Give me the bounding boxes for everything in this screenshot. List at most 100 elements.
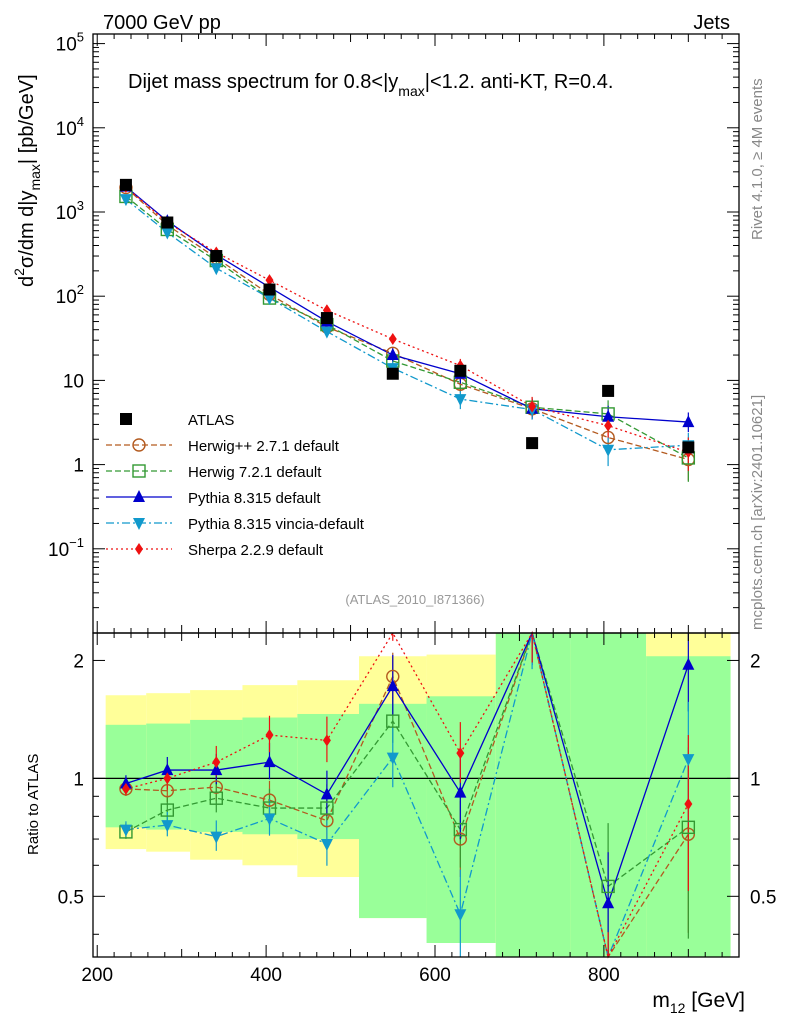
ratio-point: [121, 782, 130, 795]
main-point: [320, 326, 333, 339]
data-point: [526, 437, 539, 450]
legend-marker: [132, 464, 146, 478]
ratio-band-inner: [495, 633, 571, 957]
ratio-point: [160, 784, 175, 798]
tick-exponent: −1: [69, 535, 84, 550]
ratio-y-tick-label-left: 0.5: [58, 887, 84, 908]
tick-base: 10: [56, 203, 77, 224]
axis-ticks: [93, 34, 739, 957]
ratio-y-tick-label-right: 0.5: [750, 887, 776, 908]
rivet-version-label: Rivet 4.1.0, ≥ 4M events: [749, 78, 766, 240]
main-point: [386, 348, 399, 361]
legend-label: Sherpa 2.2.9 default: [188, 542, 324, 559]
title-part-b: |<1.2. anti-KT, R=0.4.: [425, 71, 614, 93]
tick-base: 10: [56, 287, 77, 308]
ratio-band-inner: [426, 696, 496, 944]
xlabel-subscript: 12: [670, 1000, 686, 1016]
tick-exponent: 2: [77, 282, 84, 297]
x-tick-label: 400: [250, 965, 282, 986]
ylabel-part-1: d: [16, 276, 38, 287]
main-y-tick-label: 1: [73, 456, 84, 477]
ratio-point: [682, 754, 695, 767]
ylabel-subscript: max: [27, 164, 43, 190]
ratio-point: [210, 831, 223, 844]
tick-base: 10: [63, 371, 84, 392]
ratio-point: [209, 791, 223, 805]
ratio-uncertainty-bands: [105, 633, 731, 957]
main-y-tick-label: 105: [56, 30, 84, 56]
ylabel-part-3: | [pb/GeV]: [16, 74, 38, 164]
main-point: [602, 444, 615, 457]
ratio-frame: [92, 632, 740, 958]
ylabel-superscript: 2: [11, 268, 27, 276]
ratio-line: [125, 630, 689, 888]
ratio-point: [161, 820, 174, 833]
legend-label: Pythia 8.315 default: [188, 490, 321, 507]
main-point: [265, 274, 274, 287]
legend-marker-data: [120, 413, 132, 425]
data-point: [454, 364, 467, 377]
legend: ATLAS Herwig++ 2.7.1 default Herwig 7.2.1 …: [106, 412, 365, 559]
data-point: [263, 283, 276, 296]
main-line-herwig-2-7-1-default: [125, 187, 689, 461]
legend-label-data: ATLAS: [188, 412, 234, 429]
main-point: [604, 419, 613, 432]
ratio-point: [320, 787, 333, 800]
legend-label: Herwig 7.2.1 default: [188, 464, 322, 481]
x-tick-label: 200: [81, 965, 113, 986]
header-jets-label: Jets: [693, 12, 730, 34]
tick-base: 10: [48, 540, 69, 561]
ratio-point: [263, 755, 276, 768]
main-point: [161, 227, 174, 240]
ratio-band-inner: [297, 713, 359, 840]
main-y-tick-label: 10: [63, 371, 84, 392]
main-line-pythia-8-315-default: [125, 186, 689, 423]
analysis-tag: (ATLAS_2010_I871366): [345, 592, 484, 607]
main-point: [210, 263, 223, 276]
ratio-point: [386, 679, 399, 692]
data-point: [119, 178, 132, 191]
ratio-point: [163, 772, 172, 785]
ylabel-part-2: σ/dm d|y: [16, 191, 38, 269]
ratio-point: [119, 776, 132, 789]
tick-exponent: 4: [77, 114, 84, 129]
ratio-y-tick-label-left: 2: [73, 651, 84, 672]
data-point: [682, 441, 695, 454]
xlabel-part-b: [GeV]: [685, 989, 745, 1012]
main-point: [454, 394, 467, 407]
x-axis-label: m12 [GeV]: [652, 989, 745, 1016]
ratio-point: [265, 729, 274, 742]
ratio-point: [262, 793, 277, 807]
ratio-point: [456, 747, 465, 760]
ratio-point: [160, 803, 175, 817]
ratio-point: [386, 752, 399, 765]
ratio-point: [320, 801, 334, 815]
ratio-line: [125, 630, 689, 959]
main-y-tick-label: 10−1: [48, 535, 84, 561]
plot-title: Dijet mass spectrum for 0.8<|ymax|<1.2. …: [128, 71, 613, 99]
x-tick-label: 600: [419, 965, 451, 986]
ratio-point: [681, 820, 696, 835]
data-point: [320, 312, 333, 325]
main-y-tick-label: 104: [56, 114, 84, 140]
main-point: [602, 409, 615, 422]
main-series-markers: [119, 178, 696, 467]
ratio-point: [684, 798, 693, 811]
axes-frames: [92, 33, 740, 958]
main-y-tick-label: 102: [56, 282, 84, 308]
tick-exponent: 3: [77, 198, 84, 213]
ratio-line: [125, 631, 689, 906]
ratio-point: [681, 827, 696, 841]
main-point: [119, 194, 132, 207]
legend-marker: [132, 438, 146, 452]
main-line-pythia-8-315-vincia-default: [125, 198, 689, 451]
mcplots-reference-label: mcplots.cern.ch [arXiv:2401.10621]: [749, 395, 766, 630]
ratio-y-tick-label-right: 2: [750, 651, 761, 672]
ratio-point: [212, 756, 221, 769]
main-series-lines: [125, 186, 689, 461]
xlabel-part-a: m: [652, 989, 670, 1012]
main-y-tick-label: 103: [56, 198, 84, 224]
legend-marker: [135, 543, 143, 555]
ratio-point: [602, 896, 615, 909]
